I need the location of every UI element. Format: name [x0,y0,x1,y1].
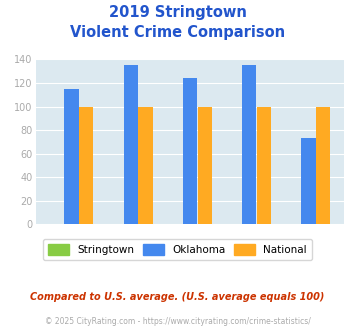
Bar [257,107,271,224]
Bar [64,89,78,224]
Bar [198,107,212,224]
Bar [79,107,93,224]
Bar [183,78,197,224]
Legend: Stringtown, Oklahoma, National: Stringtown, Oklahoma, National [43,239,312,260]
Bar [124,65,138,224]
Bar [138,107,153,224]
Text: 2019 Stringtown: 2019 Stringtown [109,5,246,20]
Bar [242,65,256,224]
Bar [316,107,330,224]
Text: Compared to U.S. average. (U.S. average equals 100): Compared to U.S. average. (U.S. average … [30,292,325,302]
Bar [301,138,316,224]
Text: Violent Crime Comparison: Violent Crime Comparison [70,25,285,40]
Text: © 2025 CityRating.com - https://www.cityrating.com/crime-statistics/: © 2025 CityRating.com - https://www.city… [45,317,310,326]
